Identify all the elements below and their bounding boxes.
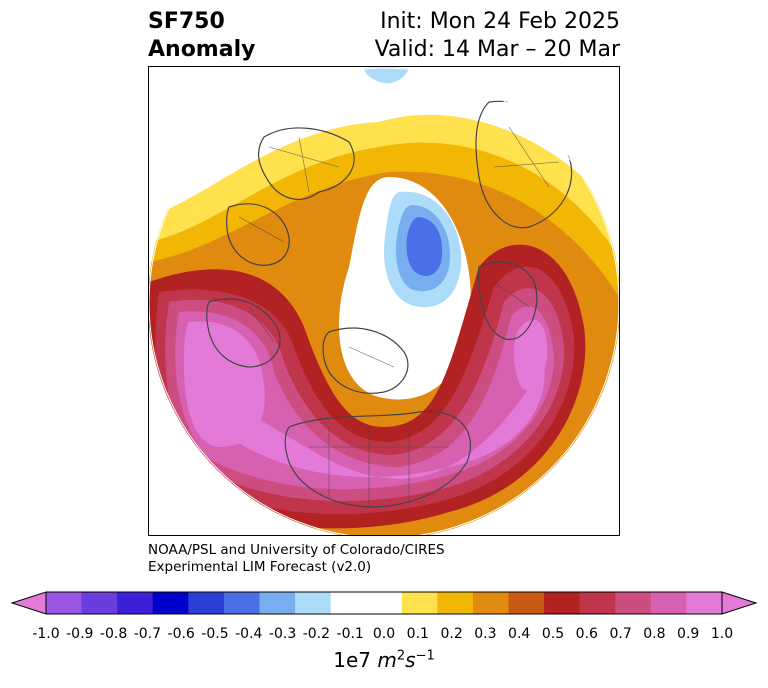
colorbar-cell (188, 592, 225, 614)
colorbar-cell (650, 592, 687, 614)
colorbar-cell (544, 592, 581, 614)
colorbar-extend-high (721, 591, 758, 615)
colorbar-cell (117, 592, 154, 614)
credit-product: Experimental LIM Forecast (v2.0) (148, 559, 372, 575)
colorbar-tick-label: 0.3 (474, 626, 497, 642)
anomaly-map-svg (149, 67, 619, 535)
colorbar-tick-label: -0.8 (99, 626, 128, 642)
polar-map (148, 66, 620, 536)
colorbar-cell (330, 592, 367, 614)
credit-organization: NOAA/PSL and University of Colorado/CIRE… (148, 542, 445, 558)
colorbar (10, 591, 758, 615)
colorbar-tick-label: -1.0 (32, 626, 60, 642)
anomaly-negative-core (406, 217, 443, 276)
colorbar-cell (366, 592, 403, 614)
colorbar-tick-label: -0.4 (235, 626, 263, 642)
colorbar-tick-label: -0.3 (268, 626, 297, 642)
colorbar-cell (259, 592, 296, 614)
colorbar-tick-label: 0.2 (440, 626, 463, 642)
title-dates: Init: Mon 24 Feb 2025 Valid: 14 Mar – 20… (375, 8, 620, 64)
anomaly-core-pink-na (229, 367, 545, 479)
colorbar-cell (615, 592, 652, 614)
colorbar-cell (437, 592, 474, 614)
colorbar-tick-label: 0.9 (677, 626, 700, 642)
colorbar-cell (508, 592, 545, 614)
anomaly-negative-top (364, 67, 409, 84)
colorbar-tick-label: -0.2 (302, 626, 331, 642)
valid-date-label: Valid: 14 Mar – 20 Mar (374, 37, 620, 62)
title-variable-type: Anomaly (148, 37, 256, 62)
political-borders (238, 126, 560, 507)
colorbar-cell (401, 592, 438, 614)
colorbar-tick-label: -0.5 (201, 626, 229, 642)
colorbar-cell (579, 592, 616, 614)
colorbar-cell (152, 592, 189, 614)
colorbar-tick-label: 0.6 (575, 626, 598, 642)
colorbar-tick-label: 0.5 (541, 626, 565, 642)
colorbar-cells (46, 592, 723, 614)
coastlines (206, 100, 573, 508)
colorbar-cell (223, 592, 260, 614)
colorbar-cell (472, 592, 510, 614)
colorbar-cell (686, 592, 723, 614)
init-date-label: Init: Mon 24 Feb 2025 (380, 9, 620, 34)
anomaly-core-pink-east (513, 319, 548, 391)
colorbar-tick-label: 0.4 (508, 626, 531, 642)
colorbar-cell (46, 592, 83, 614)
colorbar-tick-label: 0.0 (372, 626, 396, 642)
colorbar-tick-label: -0.9 (66, 626, 94, 642)
colorbar-tick-label: 1.0 (710, 626, 734, 642)
colorbar-units: 1e7 m2s−1 (333, 648, 435, 672)
colorbar-tick-label: 0.7 (609, 626, 632, 642)
title-variable: SF750 Anomaly (148, 8, 255, 64)
colorbar-tick-label: -0.6 (167, 626, 195, 642)
colorbar-tick-label: 0.8 (643, 626, 666, 642)
colorbar-tick-label: -0.1 (336, 626, 364, 642)
map-credit: NOAA/PSL and University of Colorado/CIRE… (148, 542, 445, 576)
colorbar-cell (295, 592, 332, 614)
colorbar-tick-label: -0.7 (133, 626, 162, 642)
title-variable-name: SF750 (148, 9, 225, 34)
colorbar-extend-low (10, 591, 47, 615)
colorbar-tick-label: 0.1 (406, 626, 429, 642)
colorbar-cell (81, 592, 118, 614)
